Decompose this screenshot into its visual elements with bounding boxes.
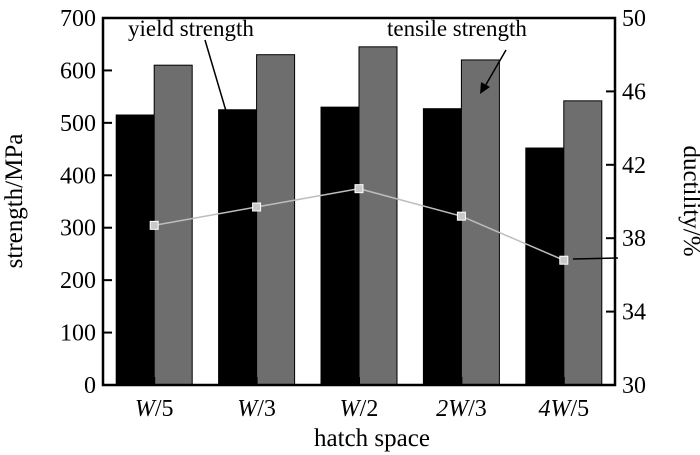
ductility-point-4 xyxy=(456,211,466,221)
y2-tick-label-42: 42 xyxy=(622,153,646,179)
y2-tick-label-38: 38 xyxy=(622,226,646,252)
x-tick-label-2: W/3 xyxy=(237,396,276,422)
ductility-point-2 xyxy=(252,202,262,212)
ductility-line-layer xyxy=(149,184,569,265)
ductility-point-5 xyxy=(559,255,569,265)
tensile-strength-bar-3 xyxy=(358,46,398,386)
yield-strength-bar-4 xyxy=(422,108,462,386)
y-tick-label-100: 100 xyxy=(60,321,96,347)
y2-tick-label-34: 34 xyxy=(622,300,646,326)
yield-strength-bar-5 xyxy=(525,147,565,386)
x-tick-label-5: 4W/5 xyxy=(538,396,589,422)
yield-strength-bar-1 xyxy=(115,114,155,386)
tensile-strength-bar-2 xyxy=(256,54,296,386)
ticks-layer xyxy=(103,17,615,386)
yield-strength-bar-2 xyxy=(218,109,258,386)
bars-layer xyxy=(115,46,603,386)
y-tick-label-500: 500 xyxy=(60,111,96,137)
ductility-point-1 xyxy=(149,220,159,230)
tick-labels-layer: W/5 W/3 W/2 2W/3 4W/5 0 100 200 300 400 500 600 700 3… xyxy=(60,6,646,422)
y2-tick-label-30: 30 xyxy=(622,373,646,399)
yield-strength-leader-line xyxy=(204,39,227,112)
y2-tick-label-50: 50 xyxy=(622,6,646,32)
ductility-point-3 xyxy=(354,184,364,194)
y-tick-label-600: 600 xyxy=(60,58,96,84)
tensile-strength-bar-1 xyxy=(153,64,193,386)
y2-tick-label-46: 46 xyxy=(622,79,646,105)
y-tick-label-0: 0 xyxy=(84,373,96,399)
x-axis-label: hatch space xyxy=(314,425,430,452)
yield-strength-bar-3 xyxy=(320,106,360,386)
tensile-strength-bar-5 xyxy=(563,100,603,386)
tensile-strength-bar-4 xyxy=(460,59,500,386)
ductility-leader-line xyxy=(572,257,619,260)
x-tick-label-3: W/2 xyxy=(340,396,379,422)
y-tick-label-700: 700 xyxy=(60,6,96,32)
x-tick-label-4: 2W/3 xyxy=(436,396,487,422)
tensile-strength-annotation: tensile strength xyxy=(387,16,527,41)
y-axis-label: strength/MPa xyxy=(1,134,28,269)
y-tick-label-300: 300 xyxy=(60,216,96,242)
y-tick-label-200: 200 xyxy=(60,268,96,294)
x-tick-label-1: W/5 xyxy=(135,396,174,422)
y-tick-label-400: 400 xyxy=(60,163,96,189)
tensile-strength-arrowhead xyxy=(480,82,490,94)
yield-strength-annotation: yield strength xyxy=(128,16,254,41)
tensile-strength-leader-arrow xyxy=(483,49,507,89)
y2-axis-label: ductility/% xyxy=(678,145,700,256)
